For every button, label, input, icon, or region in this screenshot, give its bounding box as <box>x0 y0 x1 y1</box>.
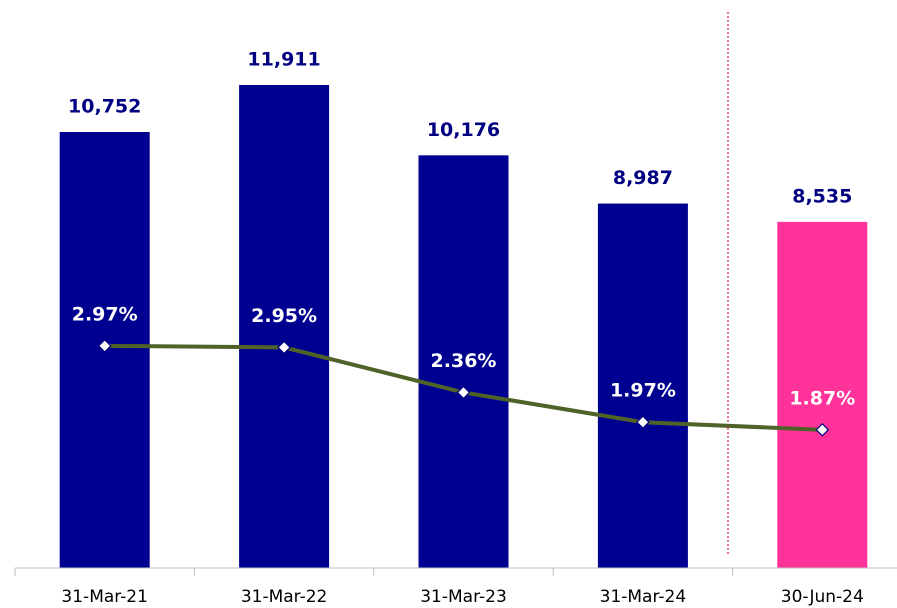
line-marker <box>97 339 112 353</box>
line-value-label: 2.95% <box>251 305 317 327</box>
bar-value-label: 11,911 <box>247 48 320 70</box>
bar <box>777 221 868 568</box>
line-marker <box>815 422 830 437</box>
bar <box>239 84 330 568</box>
x-tick-label: 30-Jun-24 <box>781 587 864 607</box>
line-value-label: 2.36% <box>431 350 497 372</box>
line-marker <box>456 385 471 400</box>
line-value-label: 1.97% <box>610 380 676 402</box>
bar-value-label: 10,176 <box>427 119 500 141</box>
x-tick-label: 31-Mar-22 <box>241 587 328 607</box>
bar <box>418 155 509 568</box>
bar <box>597 203 688 568</box>
bar-value-label: 10,752 <box>68 95 141 117</box>
line-marker <box>277 340 291 355</box>
bar-value-label: 8,535 <box>792 185 852 207</box>
x-tick-label: 31-Mar-24 <box>600 587 687 607</box>
line-value-label: 2.97% <box>72 303 138 325</box>
line-marker <box>636 415 650 430</box>
x-tick-label: 31-Mar-21 <box>61 587 148 607</box>
x-tick-label: 31-Mar-23 <box>420 587 507 607</box>
bar-value-label: 8,987 <box>613 167 673 189</box>
line-value-label: 1.87% <box>789 387 855 409</box>
